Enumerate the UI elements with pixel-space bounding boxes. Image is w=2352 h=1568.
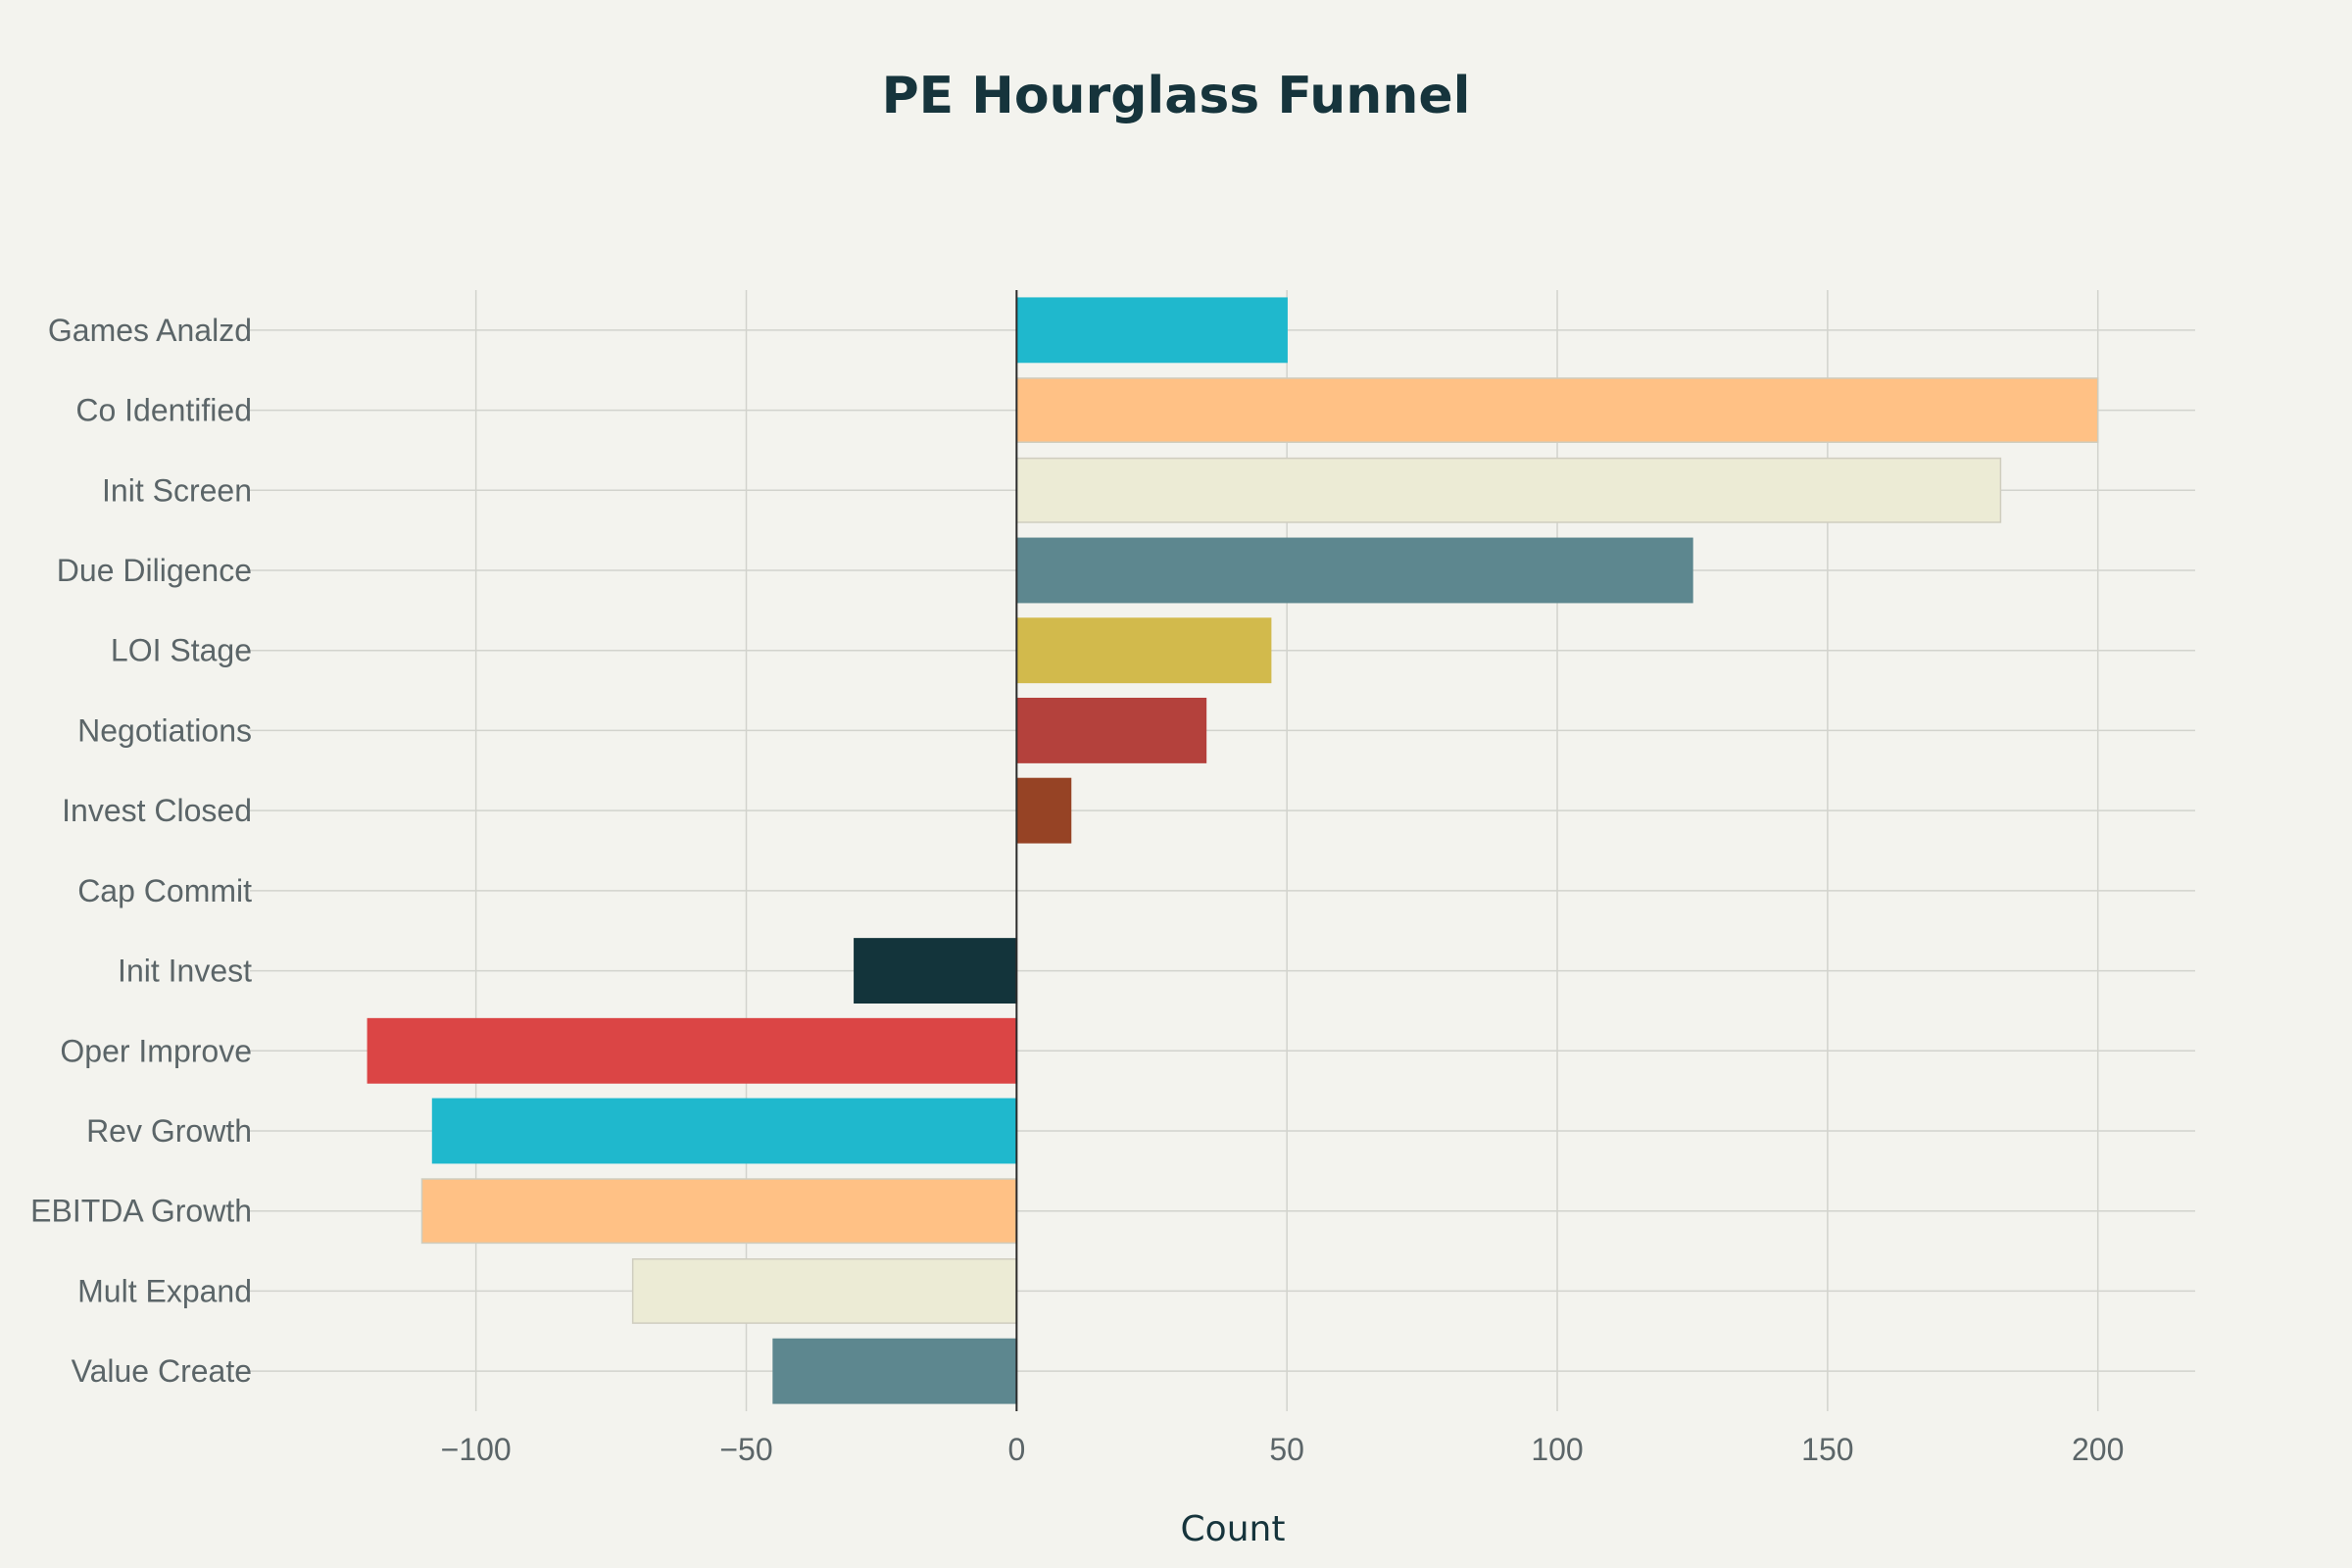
bar-oper-improve	[367, 1017, 1018, 1084]
category-label: Games Analzd	[48, 313, 252, 348]
bar-loi-stage	[1015, 617, 1272, 684]
category-label: Cap Commit	[77, 873, 252, 908]
grid-layer	[250, 290, 2195, 1411]
x-tick-label: 50	[1269, 1432, 1304, 1467]
category-label: Rev Growth	[86, 1113, 252, 1149]
category-label: Oper Improve	[60, 1033, 252, 1068]
bar-ebitda-growth	[420, 1178, 1018, 1245]
category-label: Mult Expand	[77, 1273, 252, 1308]
category-label: EBITDA Growth	[30, 1194, 252, 1229]
category-label: Value Create	[72, 1353, 252, 1389]
bar-games-analzd	[1015, 297, 1288, 364]
x-tick-label: 150	[1801, 1432, 1853, 1467]
x-tick-label: −100	[441, 1432, 512, 1467]
bar-rev-growth	[431, 1098, 1018, 1164]
x-tick-label: 100	[1531, 1432, 1583, 1467]
category-label: Co Identified	[75, 393, 252, 428]
category-label: LOI Stage	[111, 633, 252, 668]
bar-init-screen	[1015, 457, 2002, 523]
bar-invest-closed	[1015, 777, 1072, 844]
bar-mult-expand	[631, 1257, 1018, 1324]
category-label: Negotiations	[77, 712, 252, 748]
bar-value-create	[772, 1338, 1018, 1404]
category-label: Init Invest	[118, 954, 252, 989]
x-axis-label: Count	[1181, 1509, 1286, 1549]
bar-layer	[367, 297, 2099, 1404]
bar-due-diligence	[1015, 537, 1693, 604]
x-tick-label: 200	[2072, 1432, 2124, 1467]
category-label: Invest Closed	[62, 793, 252, 828]
category-label: Init Screen	[102, 472, 252, 508]
bar-negotiations	[1015, 697, 1207, 763]
axis-layer: −100 −50 0 50 100 150 200 Games Analzd Co Identi…	[30, 290, 2124, 1467]
chart-title: PE Hourglass Funnel	[882, 67, 1471, 125]
x-tick-label: 0	[1007, 1432, 1025, 1467]
bar-co-identified	[1015, 377, 2099, 444]
x-tick-label: −50	[719, 1432, 772, 1467]
category-label: Due Diligence	[57, 553, 252, 588]
bar-init-invest	[854, 938, 1018, 1004]
